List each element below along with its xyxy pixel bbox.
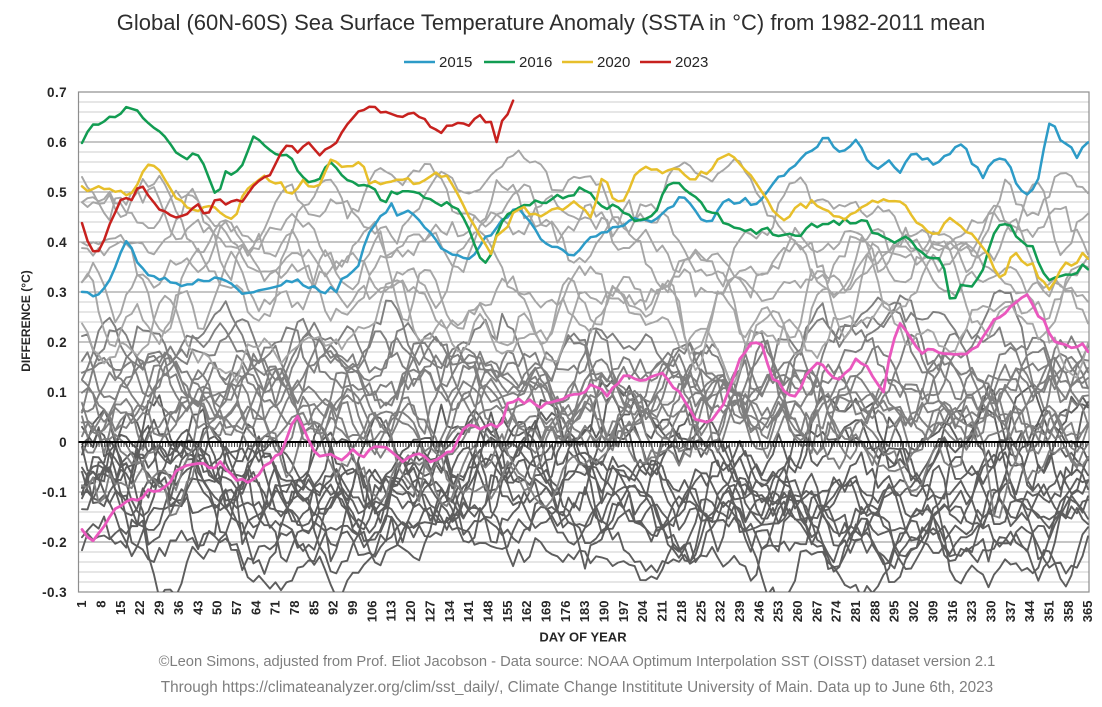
svg-text:106: 106 bbox=[364, 601, 379, 623]
svg-text:29: 29 bbox=[152, 601, 167, 615]
svg-text:239: 239 bbox=[732, 601, 747, 623]
svg-text:141: 141 bbox=[461, 601, 476, 623]
svg-text:316: 316 bbox=[945, 601, 960, 623]
svg-text:0.3: 0.3 bbox=[47, 285, 67, 300]
svg-text:127: 127 bbox=[422, 601, 437, 623]
svg-text:232: 232 bbox=[713, 601, 728, 623]
svg-text:0.7: 0.7 bbox=[47, 85, 67, 100]
svg-text:134: 134 bbox=[442, 600, 457, 622]
svg-text:85: 85 bbox=[306, 601, 321, 615]
svg-text:43: 43 bbox=[190, 601, 205, 615]
svg-text:113: 113 bbox=[384, 601, 399, 622]
svg-text:DIFFERENCE (°C): DIFFERENCE (°C) bbox=[19, 270, 33, 371]
svg-text:Global (60N-60S) Sea Surface T: Global (60N-60S) Sea Surface Temperature… bbox=[117, 10, 985, 35]
svg-text:148: 148 bbox=[481, 601, 496, 623]
svg-text:15: 15 bbox=[113, 601, 128, 615]
svg-text:99: 99 bbox=[345, 601, 360, 615]
svg-text:302: 302 bbox=[906, 601, 921, 623]
svg-text:288: 288 bbox=[867, 601, 882, 623]
svg-text:323: 323 bbox=[964, 601, 979, 623]
svg-text:Through https://climateanalyze: Through https://climateanalyzer.org/clim… bbox=[161, 679, 993, 696]
svg-text:155: 155 bbox=[500, 601, 515, 623]
svg-text:2016: 2016 bbox=[519, 54, 552, 71]
svg-text:246: 246 bbox=[751, 601, 766, 623]
svg-text:211: 211 bbox=[655, 601, 670, 622]
svg-text:1: 1 bbox=[74, 601, 89, 608]
svg-text:351: 351 bbox=[1042, 601, 1057, 623]
svg-text:253: 253 bbox=[771, 601, 786, 623]
svg-text:330: 330 bbox=[984, 601, 999, 623]
svg-text:344: 344 bbox=[1022, 600, 1037, 622]
svg-text:0.2: 0.2 bbox=[47, 335, 67, 350]
svg-text:8: 8 bbox=[94, 601, 109, 608]
svg-text:78: 78 bbox=[287, 601, 302, 615]
svg-text:DAY OF YEAR: DAY OF YEAR bbox=[539, 630, 627, 645]
svg-text:358: 358 bbox=[1061, 601, 1076, 623]
svg-text:218: 218 bbox=[674, 601, 689, 623]
svg-text:260: 260 bbox=[790, 601, 805, 623]
svg-text:267: 267 bbox=[809, 601, 824, 623]
svg-text:-0.1: -0.1 bbox=[42, 485, 67, 500]
svg-text:57: 57 bbox=[229, 601, 244, 615]
svg-text:162: 162 bbox=[519, 601, 534, 623]
svg-text:2020: 2020 bbox=[597, 54, 630, 71]
svg-text:337: 337 bbox=[1003, 601, 1018, 623]
svg-text:197: 197 bbox=[616, 601, 631, 623]
svg-text:120: 120 bbox=[403, 601, 418, 623]
svg-text:281: 281 bbox=[848, 601, 863, 623]
svg-text:365: 365 bbox=[1080, 601, 1095, 623]
svg-text:92: 92 bbox=[326, 601, 341, 615]
svg-text:204: 204 bbox=[635, 600, 650, 622]
svg-text:309: 309 bbox=[925, 601, 940, 623]
svg-text:183: 183 bbox=[577, 601, 592, 623]
svg-text:-0.3: -0.3 bbox=[42, 585, 67, 600]
svg-text:190: 190 bbox=[597, 601, 612, 623]
svg-text:-0.2: -0.2 bbox=[42, 535, 67, 550]
svg-text:2023: 2023 bbox=[675, 54, 708, 71]
svg-text:176: 176 bbox=[558, 601, 573, 623]
svg-text:169: 169 bbox=[539, 601, 554, 623]
svg-text:71: 71 bbox=[268, 601, 283, 615]
svg-text:36: 36 bbox=[171, 601, 186, 615]
svg-text:0.1: 0.1 bbox=[47, 385, 67, 400]
svg-text:0: 0 bbox=[59, 435, 67, 450]
svg-text:274: 274 bbox=[829, 600, 844, 622]
svg-text:0.5: 0.5 bbox=[47, 185, 67, 200]
svg-text:0.4: 0.4 bbox=[47, 235, 67, 250]
svg-text:295: 295 bbox=[887, 601, 902, 623]
svg-text:0.6: 0.6 bbox=[47, 135, 67, 150]
svg-text:©Leon Simons, adjusted from Pr: ©Leon Simons, adjusted from Prof. Eliot … bbox=[159, 654, 996, 670]
svg-text:22: 22 bbox=[132, 601, 147, 615]
svg-text:64: 64 bbox=[248, 600, 263, 615]
svg-text:225: 225 bbox=[693, 601, 708, 623]
svg-text:50: 50 bbox=[210, 601, 225, 615]
svg-text:2015: 2015 bbox=[439, 54, 472, 71]
